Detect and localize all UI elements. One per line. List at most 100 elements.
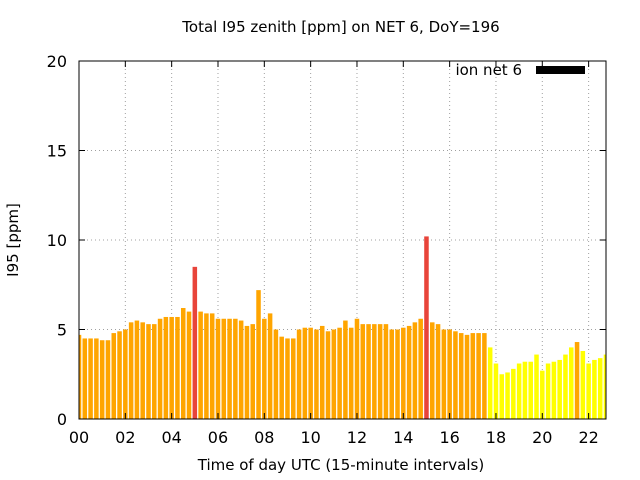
- y-tick-label: 5: [57, 321, 67, 340]
- bar: [291, 338, 296, 419]
- bar: [343, 320, 348, 419]
- bar: [551, 361, 557, 419]
- bar: [250, 324, 255, 419]
- bar: [319, 325, 325, 419]
- bar: [580, 350, 586, 419]
- x-tick-label: 00: [69, 428, 89, 447]
- y-axis-label: I95 [ppm]: [4, 203, 22, 277]
- bar: [406, 325, 412, 419]
- bar: [424, 236, 429, 419]
- bar: [389, 329, 394, 419]
- bar: [152, 324, 157, 419]
- bar: [545, 363, 551, 419]
- bar: [204, 313, 209, 419]
- bar: [186, 311, 192, 419]
- bar: [354, 318, 360, 419]
- bar: [221, 318, 227, 419]
- bar: [528, 361, 533, 419]
- x-tick-label: 02: [115, 428, 135, 447]
- bar: [395, 329, 400, 419]
- bar: [215, 318, 221, 419]
- bar: [262, 318, 267, 419]
- bar: [383, 324, 389, 419]
- bar: [180, 308, 186, 419]
- bar: [111, 333, 117, 419]
- bars-layer: [79, 236, 606, 419]
- bar: [522, 361, 528, 419]
- x-tick-label: 22: [578, 428, 598, 447]
- bar: [244, 325, 250, 419]
- bar: [198, 311, 203, 419]
- ticks-layer: 0 5 10 15 20 00 02 04 06 08 10 12 14 16 18 20 22: [47, 52, 606, 447]
- bar: [82, 338, 88, 419]
- x-tick-label: 16: [439, 428, 459, 447]
- bar: [233, 318, 238, 419]
- bar: [94, 338, 99, 419]
- bar: [88, 338, 93, 419]
- bar: [574, 342, 580, 419]
- bar: [285, 338, 290, 419]
- bar: [123, 329, 128, 419]
- bar: [487, 347, 493, 419]
- bar: [592, 359, 597, 419]
- bar: [464, 334, 470, 419]
- x-tick-label: 12: [347, 428, 367, 447]
- bar: [372, 324, 377, 419]
- bar: [117, 331, 122, 419]
- y-tick-label: 10: [47, 231, 67, 250]
- bar: [157, 318, 163, 419]
- bar: [192, 266, 198, 419]
- bar: [256, 290, 261, 419]
- bar: [366, 324, 371, 419]
- bar: [128, 322, 134, 419]
- bar: [267, 313, 273, 419]
- bar: [175, 316, 180, 419]
- bar: [505, 372, 510, 419]
- bar: [441, 329, 447, 419]
- x-axis-label: Time of day UTC (15-minute intervals): [197, 456, 484, 474]
- bar: [401, 327, 406, 419]
- bar: [308, 327, 313, 419]
- bar: [169, 316, 174, 419]
- bar: [568, 347, 574, 419]
- legend-label: ion net 6: [455, 61, 522, 79]
- bar: [163, 316, 169, 419]
- bar: [597, 358, 603, 419]
- bar: [435, 324, 441, 419]
- bar: [146, 324, 151, 419]
- bar: [209, 313, 215, 419]
- bar: [516, 363, 522, 419]
- bar: [447, 329, 452, 419]
- bar: [331, 329, 337, 419]
- bar: [273, 329, 279, 419]
- bar: [482, 333, 487, 419]
- chart-title: Total I95 zenith [ppm] on NET 6, DoY=196: [181, 18, 499, 36]
- bar: [99, 340, 105, 419]
- x-tick-label: 04: [161, 428, 181, 447]
- legend: ion net 6: [455, 61, 585, 79]
- bar: [377, 324, 383, 419]
- bar: [470, 333, 476, 419]
- bar: [563, 354, 568, 419]
- bar: [279, 336, 284, 419]
- bar: [499, 374, 505, 419]
- bar: [79, 334, 82, 419]
- bar: [493, 363, 499, 419]
- bar: [557, 359, 562, 419]
- bar: [586, 363, 591, 419]
- bar: [302, 327, 308, 419]
- bar: [238, 320, 244, 419]
- bar: [105, 340, 111, 419]
- x-tick-label: 10: [300, 428, 320, 447]
- y-tick-label: 15: [47, 142, 67, 161]
- bar: [412, 322, 418, 419]
- bar: [227, 318, 232, 419]
- bar: [476, 333, 481, 419]
- bar: [418, 318, 423, 419]
- bar: [458, 333, 464, 419]
- bar: [140, 322, 145, 419]
- bar: [348, 327, 354, 419]
- x-tick-label: 20: [532, 428, 552, 447]
